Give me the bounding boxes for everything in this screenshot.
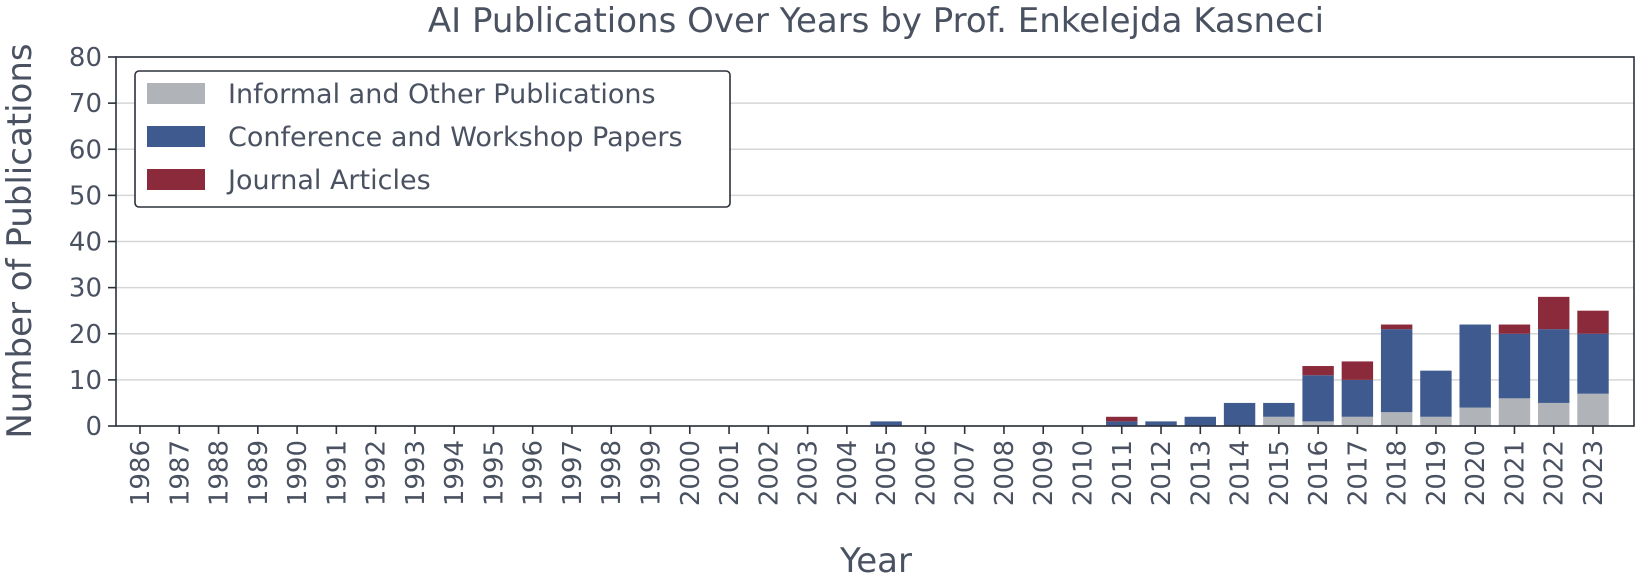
bar-segment — [1538, 296, 1570, 330]
bar-segment — [1184, 416, 1217, 426]
x-tick-label: 1991 — [322, 440, 352, 506]
bar-segment — [1302, 366, 1334, 376]
legend-box — [134, 70, 731, 208]
x-tick-label: 1993 — [401, 440, 431, 506]
bar-segment — [1106, 416, 1138, 422]
x-tick-label: 2016 — [1304, 440, 1334, 506]
legend-label: Informal and Other Publications — [228, 79, 656, 110]
y-tick-label: 0 — [85, 412, 102, 442]
bars — [870, 296, 1609, 426]
x-tick-label: 2004 — [833, 440, 863, 506]
bar-segment — [1459, 324, 1491, 408]
bar-segment — [1302, 375, 1334, 422]
bar-segment — [1577, 393, 1609, 426]
x-axis: 1986 1987 1988 1989 1990 1991 1992 1993 1994 1995… — [126, 426, 1609, 506]
x-tick-label: 1990 — [283, 440, 313, 506]
x-tick-label: 2019 — [1422, 440, 1452, 506]
legend-swatch — [147, 169, 205, 190]
bar-segment — [1380, 329, 1413, 413]
x-tick-label: 2021 — [1500, 440, 1530, 506]
bar-segment — [1420, 416, 1452, 426]
legend-label: Conference and Workshop Papers — [228, 122, 683, 153]
x-tick-label: 2009 — [1029, 440, 1059, 506]
y-tick-label: 70 — [69, 89, 102, 119]
x-tick-label: 1986 — [126, 440, 156, 506]
bar-segment — [1263, 416, 1295, 426]
bar-segment — [1420, 370, 1452, 417]
x-tick-label: 1997 — [558, 440, 588, 506]
y-tick-label: 60 — [69, 135, 102, 165]
x-tick-label: 2005 — [872, 440, 902, 506]
bar-segment — [1498, 333, 1531, 399]
bar-segment — [1341, 361, 1374, 380]
legend-swatch — [147, 126, 205, 147]
x-tick-label: 1987 — [165, 440, 195, 506]
x-tick-label: 2010 — [1068, 440, 1098, 506]
bar-segment — [1223, 402, 1256, 426]
x-tick-label: 1992 — [362, 440, 392, 506]
bar-segment — [870, 421, 902, 426]
x-tick-label: 1989 — [244, 440, 274, 506]
bar-segment — [1341, 416, 1374, 426]
x-tick-label: 2018 — [1383, 440, 1413, 506]
bar-segment — [1380, 412, 1413, 426]
x-tick-label: 2015 — [1265, 440, 1295, 506]
bar-segment — [1341, 379, 1374, 417]
x-tick-label: 2003 — [794, 440, 824, 506]
bar-segment — [1538, 329, 1570, 403]
bar-segment — [1459, 407, 1491, 426]
x-tick-label: 2006 — [911, 440, 941, 506]
bar-segment — [1498, 324, 1531, 334]
x-tick-label: 1994 — [440, 440, 470, 506]
x-tick-label: 1988 — [205, 440, 235, 506]
y-tick-label: 50 — [69, 181, 102, 211]
bar-segment — [1498, 398, 1531, 426]
bar-segment — [1263, 402, 1295, 417]
legend-swatch — [147, 83, 205, 104]
x-axis-label: Year — [839, 541, 912, 581]
x-tick-label: 1996 — [519, 440, 549, 506]
x-tick-label: 2022 — [1540, 440, 1570, 506]
x-tick-label: 2020 — [1461, 440, 1491, 506]
y-tick-label: 40 — [69, 228, 102, 258]
x-tick-label: 2000 — [676, 440, 706, 506]
bar-segment — [1106, 421, 1138, 426]
bar-segment — [1380, 324, 1413, 330]
x-tick-label: 2023 — [1579, 440, 1609, 506]
x-tick-label: 1999 — [637, 440, 667, 506]
bar-segment — [1577, 310, 1609, 334]
x-tick-label: 1998 — [597, 440, 627, 506]
x-tick-label: 2001 — [715, 440, 745, 506]
x-tick-label: 2012 — [1147, 440, 1177, 506]
legend: Informal and Other Publications Conferenc… — [134, 70, 731, 208]
y-tick-label: 10 — [69, 366, 102, 396]
x-tick-label: 2017 — [1343, 440, 1373, 506]
x-tick-label: 1995 — [479, 440, 509, 506]
x-tick-label: 2013 — [1186, 440, 1216, 506]
bar-segment — [1577, 333, 1609, 394]
y-tick-label: 30 — [69, 274, 102, 304]
x-tick-label: 2008 — [990, 440, 1020, 506]
y-tick-label: 80 — [69, 43, 102, 73]
bar-segment — [1302, 421, 1334, 426]
y-axis: 0 10 20 30 40 50 60 70 80 — [69, 43, 116, 442]
legend-label: Journal Articles — [226, 165, 431, 196]
x-tick-label: 2011 — [1108, 440, 1138, 506]
x-tick-label: 2007 — [951, 440, 981, 506]
bar-segment — [1145, 421, 1177, 426]
y-axis-label: Number of Publications — [0, 43, 40, 438]
x-tick-label: 2014 — [1226, 440, 1256, 506]
y-tick-label: 20 — [69, 320, 102, 350]
x-tick-label: 2002 — [754, 440, 784, 506]
chart-title: AI Publications Over Years by Prof. Enke… — [428, 1, 1324, 41]
bar-segment — [1538, 402, 1570, 426]
